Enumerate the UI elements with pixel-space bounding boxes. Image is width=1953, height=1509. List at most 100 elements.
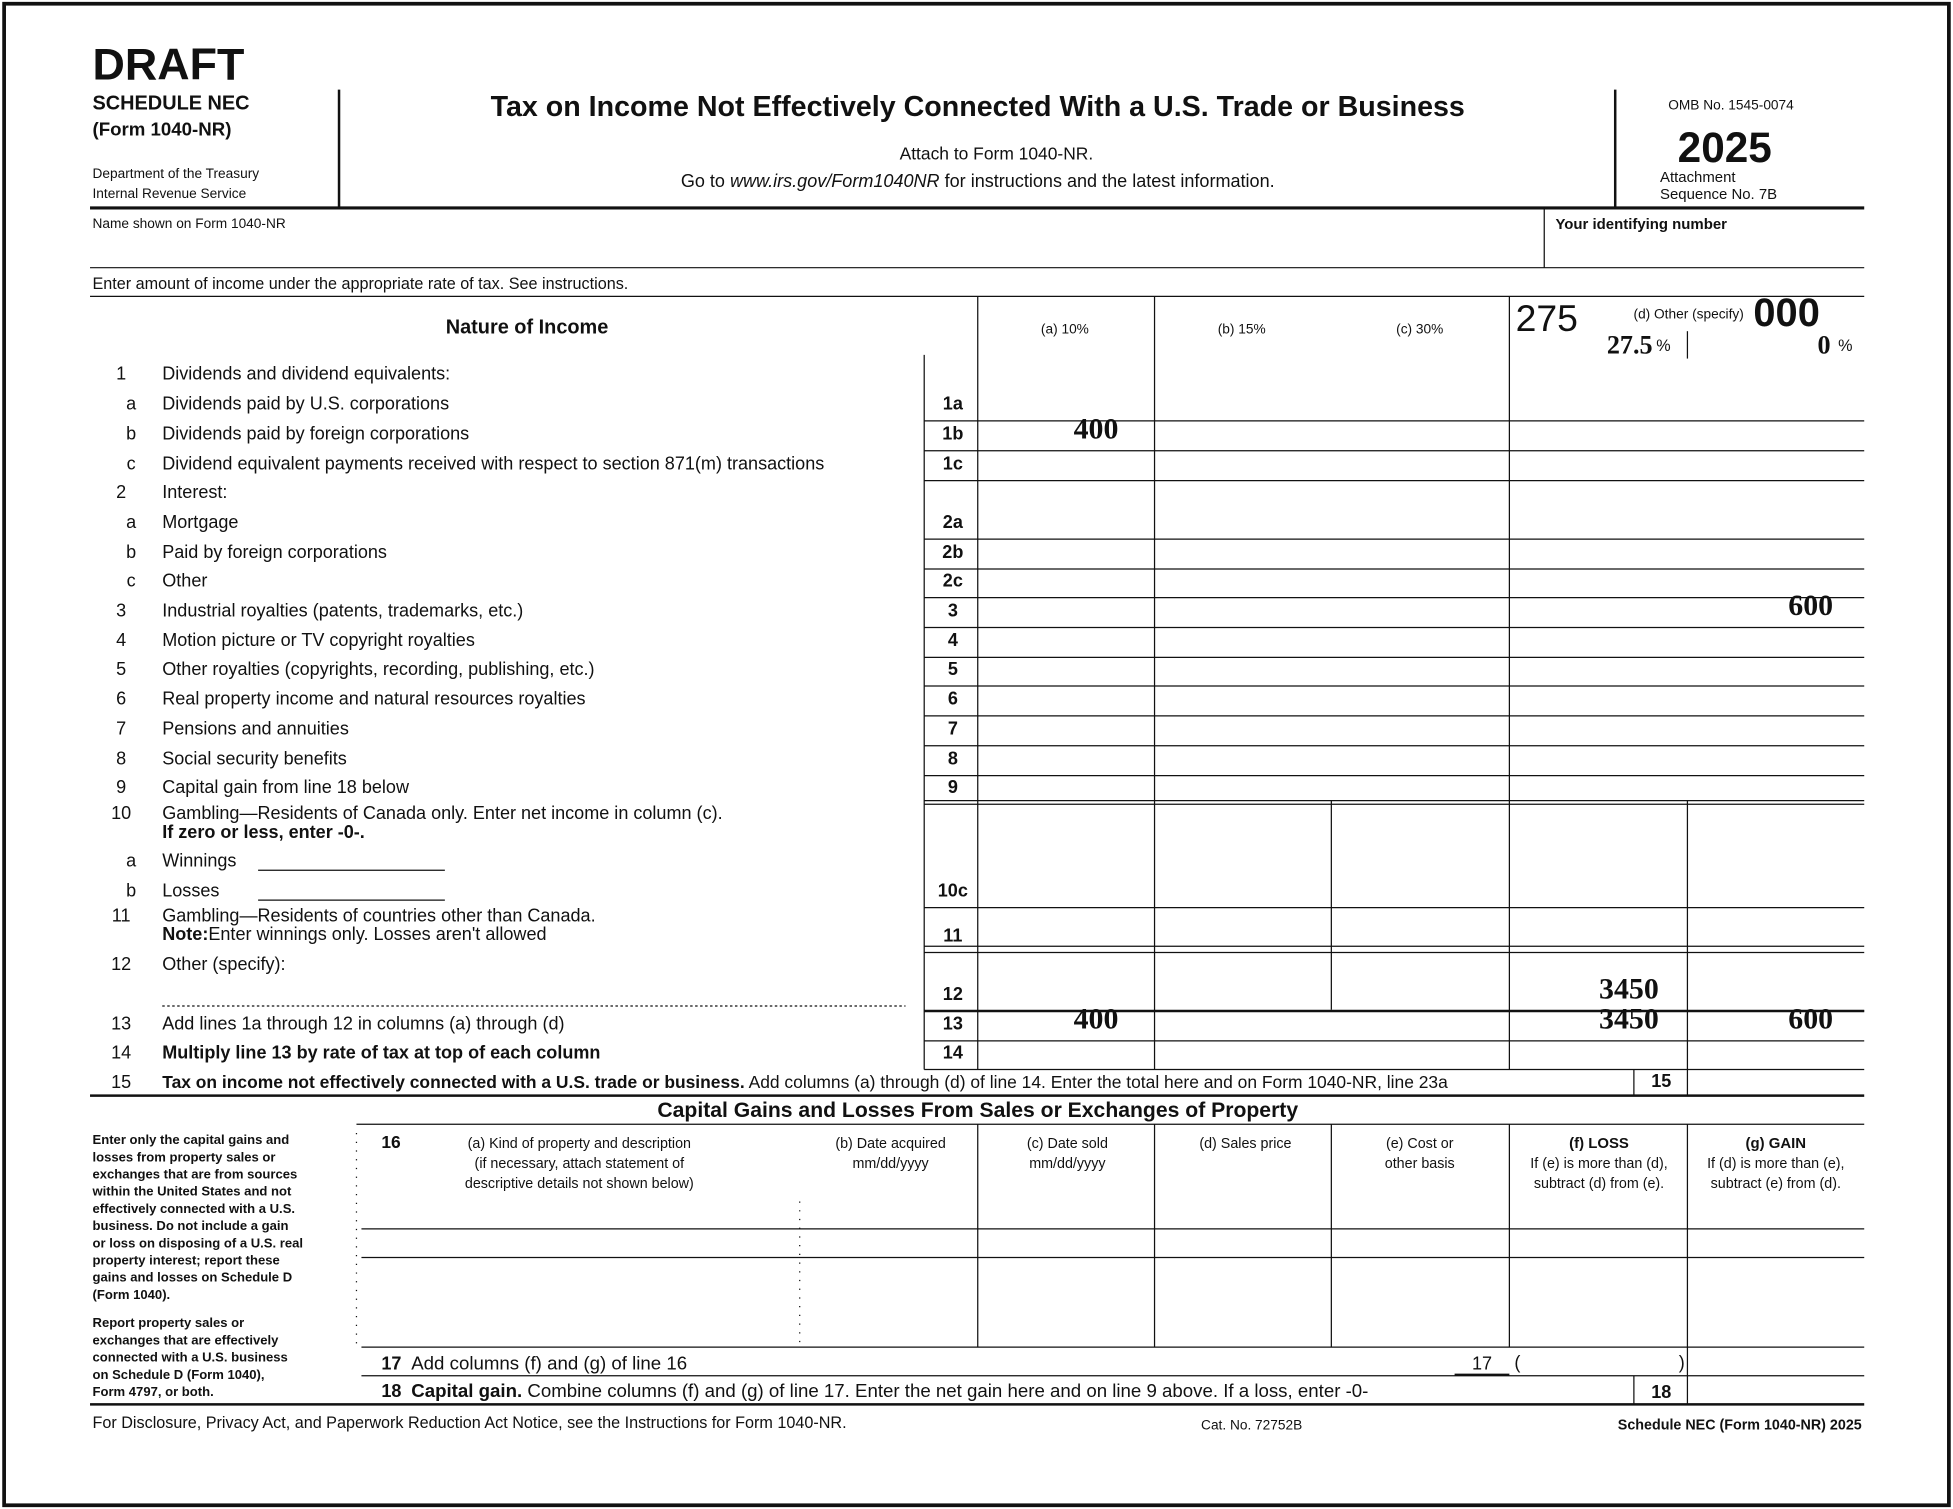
form-text: Name shown on Form 1040-NR xyxy=(93,216,286,231)
form-text: Go to www.irs.gov/Form1040NR for instruc… xyxy=(681,171,1275,191)
line-label: Motion picture or TV copyright royalties xyxy=(162,630,475,650)
line-box: 2a xyxy=(943,512,964,532)
line-box: 1c xyxy=(943,453,963,473)
text-part: Tax on income not effectively connected … xyxy=(162,1072,744,1092)
line-letter: c xyxy=(127,570,136,590)
form-title: Tax on Income Not Effectively Connected … xyxy=(491,91,1465,123)
footer-text: For Disclosure, Privacy Act, and Paperwo… xyxy=(93,1414,847,1432)
form-text: (b) 15% xyxy=(1218,322,1266,337)
footer-text: Cat. No. 72752B xyxy=(1201,1417,1302,1432)
line-box: 7 xyxy=(948,719,958,739)
side-note: gains and losses on Schedule D xyxy=(93,1270,293,1285)
entered-amount: 400 xyxy=(1074,412,1119,445)
column-heading: mm/dd/yyyy xyxy=(1029,1156,1106,1172)
line-box: 18 xyxy=(1651,1382,1671,1402)
line-box: 11 xyxy=(943,925,962,945)
line-letter: a xyxy=(126,851,137,871)
form-text: ( xyxy=(1514,1352,1520,1372)
line-box: 8 xyxy=(948,748,958,768)
line-number: 18 xyxy=(381,1381,401,1401)
form-text: Sequence No. 7B xyxy=(1660,186,1777,203)
column-heading: (b) Date acquired xyxy=(835,1136,946,1152)
entered-amount: 3450 xyxy=(1599,1002,1659,1035)
line-box: 15 xyxy=(1651,1071,1671,1091)
line-label: Interest: xyxy=(162,482,227,502)
line-box: 6 xyxy=(948,689,958,709)
line-letter: b xyxy=(126,880,136,900)
column-heading: (c) Date sold xyxy=(1027,1136,1108,1152)
text-part: If zero or less, enter -0-. xyxy=(162,822,365,842)
entered-amount: 600 xyxy=(1788,589,1833,622)
footer-text: Schedule NEC (Form 1040-NR) 2025 xyxy=(1618,1417,1862,1433)
line-box: 3 xyxy=(948,600,958,620)
handwritten-overlay: 275 xyxy=(1516,297,1578,339)
line-box: 2b xyxy=(942,542,963,562)
line-label: Other xyxy=(162,570,207,590)
line-box: 12 xyxy=(943,984,963,1004)
side-note: property interest; report these xyxy=(93,1252,280,1267)
text-part: Note: xyxy=(162,924,208,944)
line-letter: a xyxy=(126,512,137,532)
form-text: (a) 10% xyxy=(1041,322,1089,337)
side-note: losses from property sales or xyxy=(93,1149,276,1164)
text-part: www.irs.gov/Form1040NR xyxy=(730,171,940,191)
line-label: Dividends paid by foreign corporations xyxy=(162,424,469,444)
line-label: Pensions and annuities xyxy=(162,719,349,739)
form-text: Attachment xyxy=(1660,169,1736,186)
side-note: Form 4797, or both. xyxy=(93,1384,214,1399)
section-heading: Capital Gains and Losses From Sales or E… xyxy=(657,1099,1298,1122)
column-heading: descriptive details not shown below) xyxy=(465,1176,694,1192)
line-box: 14 xyxy=(943,1042,963,1062)
handwritten-overlay: 000 xyxy=(1753,291,1819,335)
line-number: 9 xyxy=(116,777,126,797)
column-heading: (f) LOSS xyxy=(1569,1135,1629,1152)
text-part: Capital gain. xyxy=(411,1380,522,1401)
form-text: Attach to Form 1040-NR. xyxy=(900,143,1094,163)
line-label: Note:Enter winnings only. Losses aren't … xyxy=(162,924,546,944)
line-number: 7 xyxy=(116,719,126,739)
side-note: Report property sales or xyxy=(93,1315,245,1330)
side-note: effectively connected with a U.S. xyxy=(93,1201,296,1216)
line-number: 15 xyxy=(111,1072,131,1092)
line-number: 16 xyxy=(381,1132,401,1152)
line-label: Dividend equivalent payments received wi… xyxy=(162,453,824,473)
line-number: 2 xyxy=(116,482,126,502)
text-part: for instructions and the latest informat… xyxy=(940,171,1275,191)
line-number: 12 xyxy=(111,954,131,974)
line-label: Winnings xyxy=(162,851,236,871)
form-text: (Form 1040-NR) xyxy=(93,119,232,140)
line-number: 4 xyxy=(116,630,126,650)
column-heading: subtract (d) from (e). xyxy=(1534,1176,1664,1192)
column-heading: (if necessary, attach statement of xyxy=(475,1156,685,1172)
line-label: Capital gain from line 18 below xyxy=(162,777,410,797)
line-number: 1 xyxy=(116,364,126,384)
form-text: ) xyxy=(1679,1352,1685,1372)
side-note: exchanges that are effectively xyxy=(93,1332,280,1347)
line-letter: c xyxy=(127,453,136,473)
side-note: on Schedule D (Form 1040), xyxy=(93,1367,265,1382)
side-note: exchanges that are from sources xyxy=(93,1167,298,1182)
entered-rate: 0 xyxy=(1818,331,1831,360)
line-box: 4 xyxy=(948,630,958,650)
line-label: Losses xyxy=(162,880,219,900)
form-text: (d) Other (specify) xyxy=(1634,307,1744,322)
form-text: (c) 30% xyxy=(1396,322,1443,337)
line-number: 17 xyxy=(381,1354,401,1374)
side-note: connected with a U.S. business xyxy=(93,1350,288,1365)
side-note: Enter only the capital gains and xyxy=(93,1132,290,1147)
line-label: Gambling—Residents of Canada only. Enter… xyxy=(162,803,722,823)
line-label: Industrial royalties (patents, trademark… xyxy=(162,600,523,620)
form-text: Nature of Income xyxy=(446,317,609,339)
line-box: 9 xyxy=(948,777,958,797)
line-box: 2c xyxy=(943,570,963,590)
text-part: Add columns (a) through (d) of line 14. … xyxy=(745,1072,1448,1092)
line-box: 1a xyxy=(943,394,964,414)
line-label: If zero or less, enter -0-. xyxy=(162,822,365,842)
column-heading: (g) GAIN xyxy=(1746,1135,1807,1152)
line-number: 8 xyxy=(116,748,126,768)
form-text: Add columns (f) and (g) of line 16 xyxy=(411,1353,687,1374)
line-label: Other (specify): xyxy=(162,954,285,974)
column-heading: (d) Sales price xyxy=(1199,1136,1291,1152)
